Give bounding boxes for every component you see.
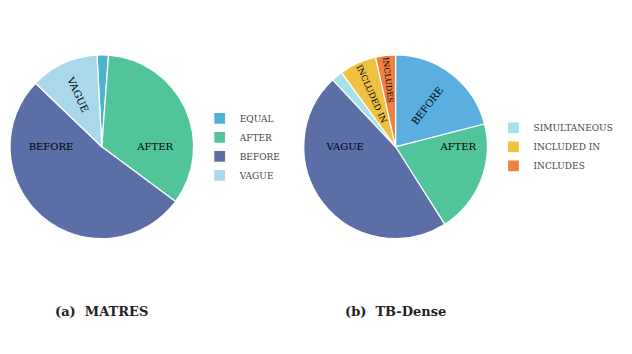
svg-text:SIMULTANEOUS: SIMULTANEOUS	[533, 123, 612, 133]
svg-text:BEFORE: BEFORE	[29, 141, 74, 152]
svg-text:AFTER: AFTER	[239, 133, 272, 143]
svg-text:VAGUE: VAGUE	[65, 74, 91, 114]
svg-text:INCLUDES: INCLUDES	[381, 57, 395, 103]
svg-text:VAGUE: VAGUE	[239, 171, 274, 181]
svg-text:BEFORE: BEFORE	[240, 152, 280, 162]
svg-text:AFTER: AFTER	[136, 141, 173, 152]
svg-text:VAGUE: VAGUE	[325, 141, 363, 152]
svg-text:INCLUDED IN: INCLUDED IN	[354, 63, 390, 125]
svg-text:INCLUDED IN: INCLUDED IN	[533, 142, 600, 152]
svg-text:(a) MATRES: (a) MATRES	[55, 304, 148, 319]
svg-text:BEFORE: BEFORE	[409, 85, 445, 127]
svg-text:(b) TB-Dense: (b) TB-Dense	[345, 304, 446, 319]
svg-text:INCLUDES: INCLUDES	[533, 161, 584, 171]
svg-text:AFTER: AFTER	[439, 141, 476, 152]
svg-text:EQUAL: EQUAL	[240, 114, 274, 124]
